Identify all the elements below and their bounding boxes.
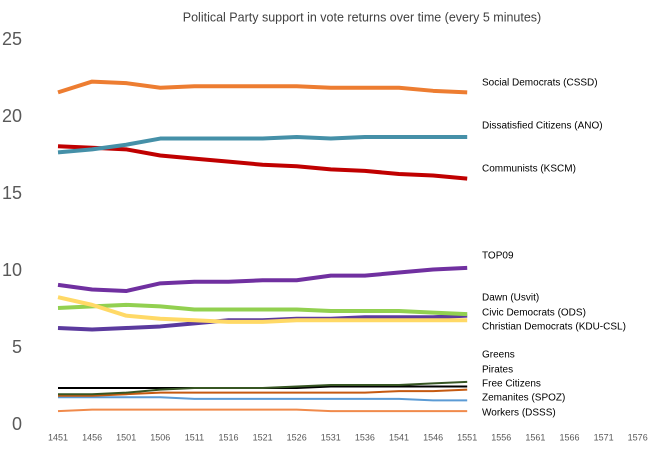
y-tick-label: 0 [12, 414, 22, 434]
x-tick-label: 1516 [218, 432, 238, 442]
legend-label: Communists (KSCM) [482, 164, 576, 175]
series-line [57, 79, 468, 95]
legend-label: Workers (DSSS) [482, 408, 556, 419]
y-tick-label: 5 [12, 337, 22, 357]
series-line [58, 396, 468, 402]
x-tick-label: 1561 [525, 432, 545, 442]
legend-label: Civic Democrats (ODS) [482, 308, 586, 319]
y-tick-label: 25 [2, 29, 22, 49]
x-tick-label: 1576 [628, 432, 648, 442]
x-tick-label: 1566 [559, 432, 579, 442]
legend-label: TOP09 [482, 251, 514, 262]
y-tick-label: 10 [2, 260, 22, 280]
legend-label: Free Citizens [482, 379, 541, 390]
series-line [57, 408, 468, 413]
legend-label: Dissatisfied Citizens (ANO) [482, 121, 603, 132]
x-tick-label: 1501 [116, 432, 136, 442]
x-tick-label: 1531 [321, 432, 341, 442]
x-tick-label: 1456 [82, 432, 102, 442]
legend-label: Zemanites (SPOZ) [482, 393, 565, 404]
series-line [57, 144, 468, 181]
series-line [57, 265, 468, 294]
x-tick-label: 1526 [287, 432, 307, 442]
legend-label: Greens [482, 350, 515, 361]
x-tick-label: 1571 [594, 432, 614, 442]
x-tick-label: 1546 [423, 432, 443, 442]
x-tick-label: 1556 [491, 432, 511, 442]
x-tick-label: 1506 [150, 432, 170, 442]
x-tick-label: 1541 [389, 432, 409, 442]
x-tick-label: 1551 [457, 432, 477, 442]
legend-label: Dawn (Usvit) [482, 293, 539, 304]
x-tick-label: 1536 [355, 432, 375, 442]
y-tick-label: 20 [2, 106, 22, 126]
series-line [57, 295, 468, 324]
x-tick-label: 1451 [48, 432, 68, 442]
x-tick-label: 1521 [253, 432, 273, 442]
series-line [57, 135, 468, 155]
legend-label: Pirates [482, 365, 513, 376]
series-line [58, 388, 468, 397]
legend-label: Social Democrats (CSSD) [482, 78, 598, 89]
x-tick-label: 1511 [185, 432, 204, 442]
chart-title: Political Party support in vote returns … [183, 10, 541, 24]
legend-label: Christian Democrats (KDU-CSL) [482, 322, 626, 333]
y-tick-label: 15 [2, 183, 22, 203]
series-line [58, 380, 468, 396]
series-line [57, 302, 468, 317]
